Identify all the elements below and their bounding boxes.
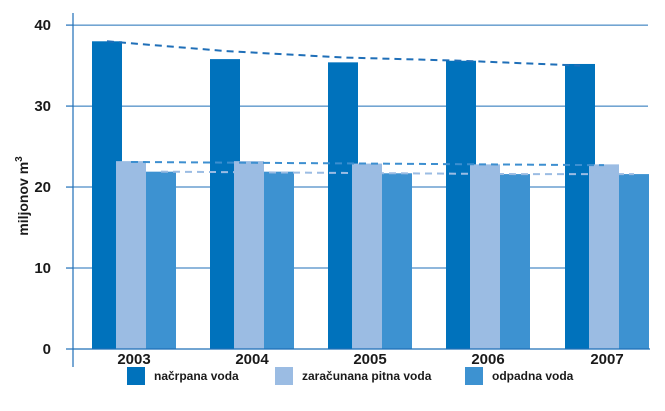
y-tick-label-0: 0 <box>43 341 51 358</box>
bar-2003-series-2 <box>146 171 176 349</box>
y-tick-label-40: 40 <box>34 17 51 34</box>
bar-2007-series-2 <box>619 174 649 349</box>
legend: načrpana voda zaračunana pitna voda odpa… <box>0 366 665 386</box>
legend-swatch-zaracunana <box>275 367 293 385</box>
legend-label-nacrpana: načrpana voda <box>154 369 239 383</box>
bar-2007-series-1 <box>589 164 619 349</box>
trend-lines <box>106 40 634 176</box>
x-tick-label-2006: 2006 <box>471 351 504 368</box>
y-tick-label-20: 20 <box>34 179 51 196</box>
bar-2005-series-1 <box>352 163 382 349</box>
y-axis-label-superscript: 3 <box>14 156 25 162</box>
bar-2006-series-1 <box>470 164 500 349</box>
x-tick-label-2003: 2003 <box>117 351 150 368</box>
x-tick-labels: 2003 2004 2005 2006 2007 <box>117 351 623 368</box>
legend-item-nacrpana: načrpana voda <box>127 366 239 386</box>
legend-swatch-nacrpana <box>127 367 145 385</box>
y-tick-label-30: 30 <box>34 98 51 115</box>
bar-2004-series-2 <box>264 171 294 349</box>
bars <box>92 41 649 350</box>
x-tick-label-2007: 2007 <box>590 351 623 368</box>
y-axis-label: miljonov m3 <box>14 156 31 236</box>
trend-line-series-0 <box>106 40 581 67</box>
legend-item-zaracunana: zaračunana pitna voda <box>275 366 431 386</box>
trend-line-series-1 <box>130 160 605 167</box>
bar-2005-series-2 <box>382 173 412 349</box>
bar-2004-series-1 <box>234 161 264 349</box>
legend-label-zaracunana: zaračunana pitna voda <box>302 369 432 383</box>
bar-2003-series-1 <box>116 161 146 349</box>
trend-line-series-2 <box>160 170 634 176</box>
legend-swatch-odpadna <box>465 367 483 385</box>
legend-item-odpadna: odpadna voda <box>465 366 573 386</box>
x-tick-label-2005: 2005 <box>353 351 386 368</box>
y-tick-labels: 0 10 20 30 40 <box>34 17 51 358</box>
y-axis-label-main: miljonov m <box>15 162 31 236</box>
bar-2006-series-2 <box>500 174 530 349</box>
axes <box>66 13 650 367</box>
y-tick-label-10: 10 <box>34 260 51 277</box>
x-tick-label-2004: 2004 <box>235 351 269 368</box>
legend-label-odpadna: odpadna voda <box>492 369 574 383</box>
